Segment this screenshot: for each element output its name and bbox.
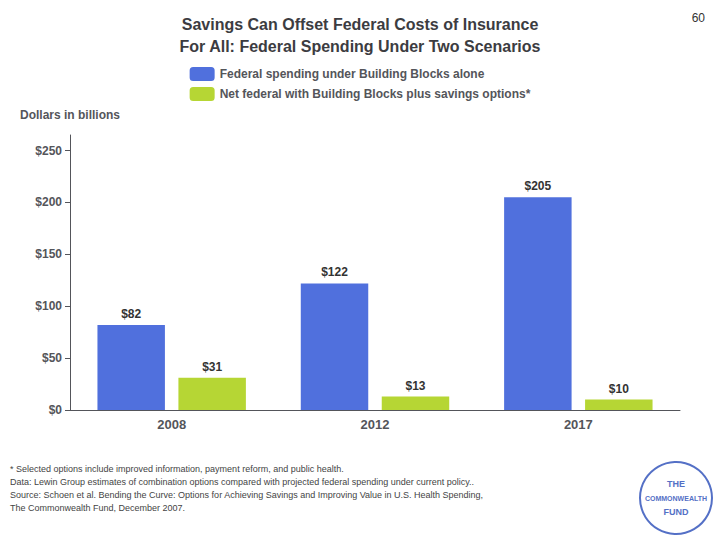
svg-text:For All: Federal Spending Unde: For All: Federal Spending Under Two Scen… (180, 38, 541, 55)
svg-text:2012: 2012 (361, 417, 390, 432)
svg-text:$200: $200 (35, 195, 62, 209)
svg-text:THE: THE (667, 479, 685, 489)
svg-text:$0: $0 (49, 403, 63, 417)
svg-text:$250: $250 (35, 144, 62, 158)
svg-text:$82: $82 (121, 307, 141, 321)
svg-text:$205: $205 (524, 179, 551, 193)
svg-text:Source: Schoen et al. Bending: Source: Schoen et al. Bending the Curve:… (10, 490, 483, 500)
svg-text:The Commonwealth Fund, Decembe: The Commonwealth Fund, December 2007. (10, 503, 185, 513)
svg-text:COMMONWEALTH: COMMONWEALTH (645, 495, 707, 502)
svg-text:Savings Can Offset Federal Cos: Savings Can Offset Federal Costs of Insu… (182, 16, 539, 33)
svg-text:$31: $31 (202, 360, 222, 374)
svg-text:Net federal with Building Bloc: Net federal with Building Blocks plus sa… (220, 87, 531, 101)
svg-text:FUND: FUND (664, 507, 689, 517)
svg-text:$13: $13 (405, 379, 425, 393)
svg-text:$100: $100 (35, 299, 62, 313)
svg-text:$50: $50 (42, 351, 62, 365)
svg-text:$150: $150 (35, 247, 62, 261)
svg-text:Federal spending under Buildin: Federal spending under Building Blocks a… (220, 67, 485, 81)
svg-text:$10: $10 (609, 382, 629, 396)
svg-text:2008: 2008 (157, 417, 186, 432)
svg-text:$122: $122 (321, 265, 348, 279)
svg-text:2017: 2017 (564, 417, 593, 432)
svg-text:Dollars in billions: Dollars in billions (20, 108, 120, 122)
svg-text:60: 60 (692, 11, 706, 25)
svg-text:* Selected options include imp: * Selected options include improved info… (10, 464, 344, 474)
svg-text:Data: Lewin Group estimates of: Data: Lewin Group estimates of combinati… (10, 477, 474, 487)
